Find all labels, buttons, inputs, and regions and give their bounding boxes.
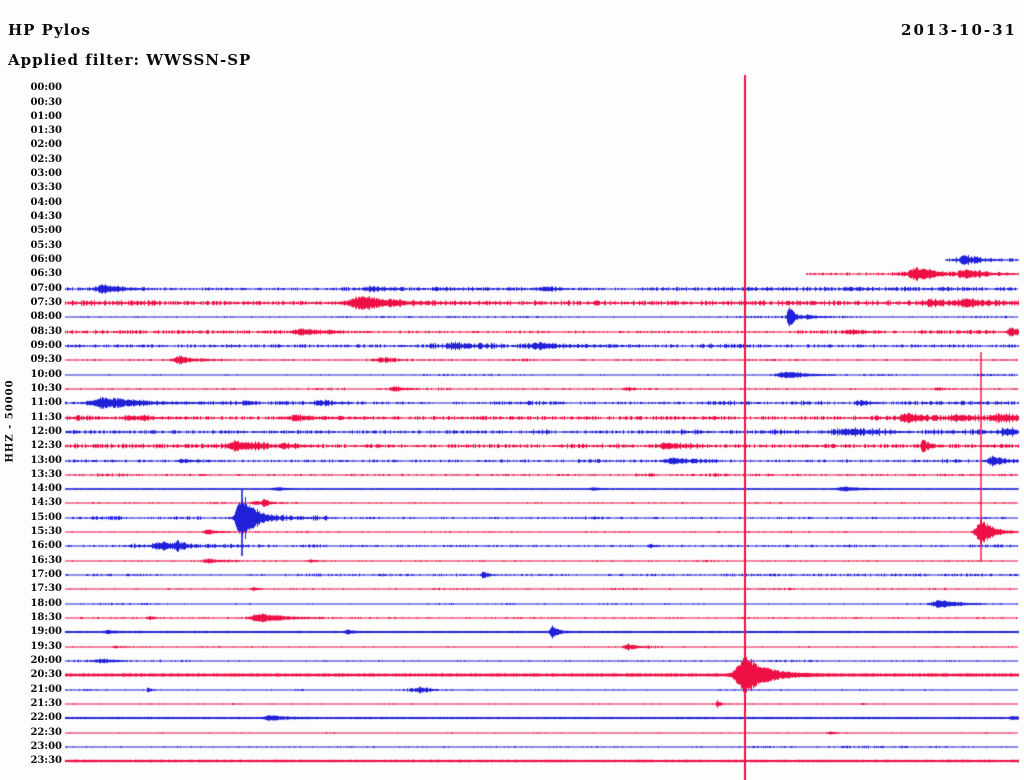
time-label: 09:30 bbox=[30, 354, 62, 366]
time-label: 03:00 bbox=[30, 168, 62, 180]
time-label: 18:00 bbox=[30, 597, 62, 609]
time-label: 13:30 bbox=[30, 468, 62, 480]
time-label: 19:00 bbox=[30, 626, 62, 638]
channel-scale-label: HHZ - 50000 bbox=[4, 379, 16, 463]
time-label: 03:30 bbox=[30, 182, 62, 194]
time-label: 07:30 bbox=[30, 297, 62, 308]
time-label: 02:00 bbox=[30, 139, 62, 151]
time-label: 12:00 bbox=[30, 425, 62, 437]
time-label: 07:00 bbox=[30, 282, 62, 294]
time-label: 06:30 bbox=[30, 268, 62, 280]
time-label: 21:30 bbox=[30, 697, 62, 709]
time-label: 23:00 bbox=[30, 740, 62, 752]
time-label: 00:00 bbox=[30, 82, 62, 94]
time-label: 13:00 bbox=[30, 454, 62, 466]
time-label: 08:30 bbox=[30, 325, 62, 337]
time-label: 01:30 bbox=[30, 125, 62, 137]
time-label: 16:30 bbox=[30, 554, 62, 566]
time-label: 01:00 bbox=[30, 110, 62, 122]
time-label: 19:30 bbox=[30, 640, 62, 652]
time-label: 15:00 bbox=[30, 511, 62, 523]
time-label: 04:00 bbox=[30, 196, 62, 208]
time-label: 05:00 bbox=[30, 225, 62, 237]
time-label: 16:00 bbox=[30, 540, 62, 552]
time-label: 11:00 bbox=[30, 397, 62, 409]
time-label: 15:30 bbox=[30, 526, 62, 538]
time-label: 17:30 bbox=[30, 583, 62, 595]
time-label: 02:30 bbox=[30, 153, 62, 165]
time-label: 17:00 bbox=[30, 569, 62, 581]
filter-info: Applied filter: WWSSN-SP bbox=[8, 51, 252, 69]
time-label: 22:30 bbox=[30, 726, 62, 738]
time-label: 14:30 bbox=[30, 497, 62, 509]
time-label: 12:30 bbox=[30, 440, 62, 452]
time-label: 09:00 bbox=[30, 339, 62, 351]
time-label: 11:30 bbox=[30, 411, 62, 423]
time-label: 20:00 bbox=[30, 655, 62, 666]
time-label: 10:00 bbox=[30, 368, 62, 380]
time-label: 10:30 bbox=[30, 382, 62, 394]
time-label: 00:30 bbox=[30, 96, 62, 108]
time-label: 05:30 bbox=[30, 239, 62, 251]
time-label: 04:30 bbox=[30, 211, 62, 223]
time-label: 21:00 bbox=[30, 683, 62, 695]
time-label: 22:00 bbox=[30, 712, 62, 724]
time-label: 06:00 bbox=[30, 254, 62, 266]
time-label: 14:00 bbox=[30, 483, 62, 495]
record-date: 2013-10-31 bbox=[901, 21, 1017, 39]
station-title: HP Pylos bbox=[8, 21, 91, 39]
time-label: 18:30 bbox=[30, 612, 62, 624]
time-label: 23:30 bbox=[30, 755, 62, 767]
time-label: 08:00 bbox=[30, 311, 62, 323]
time-label: 20:30 bbox=[30, 669, 62, 681]
